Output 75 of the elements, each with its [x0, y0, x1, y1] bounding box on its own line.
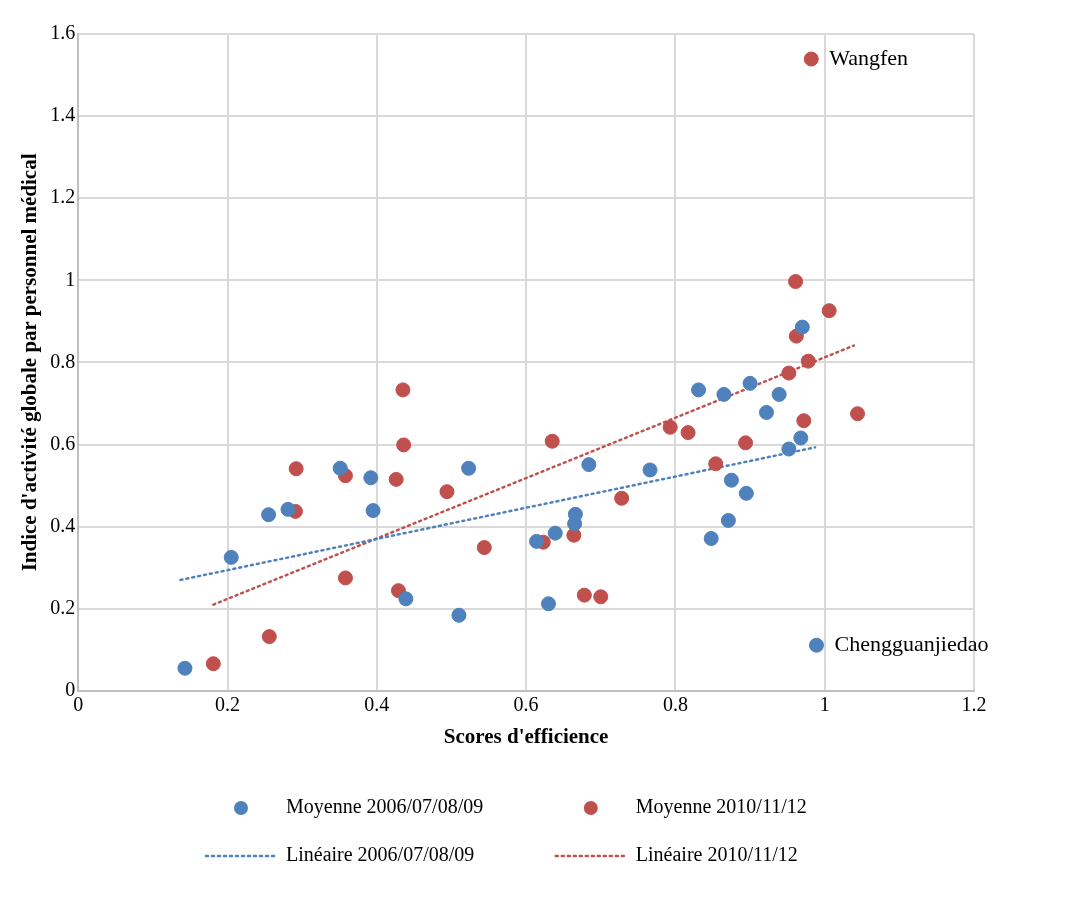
point — [691, 382, 707, 398]
point — [800, 353, 816, 369]
legend-label: Moyenne 2010/11/12 — [635, 795, 807, 819]
x-tick-label: 1.2 — [961, 693, 987, 716]
y-tick-label: 0.6 — [50, 431, 76, 454]
point — [614, 490, 630, 506]
point — [720, 512, 736, 528]
point — [541, 596, 556, 612]
point — [205, 656, 221, 672]
point — [396, 437, 412, 453]
x-tick-label: 1 — [819, 693, 830, 716]
point — [738, 485, 754, 501]
x-tick-label: 0.8 — [662, 693, 688, 716]
point — [716, 386, 732, 402]
point — [337, 570, 353, 586]
y-tick-label: 1.2 — [50, 185, 76, 208]
point — [781, 365, 797, 381]
point — [332, 460, 348, 476]
point — [788, 274, 804, 290]
point — [808, 637, 824, 653]
point — [796, 413, 812, 429]
point — [365, 503, 381, 519]
point — [388, 471, 404, 487]
point — [363, 470, 379, 486]
y-tick-label: 0.2 — [50, 595, 76, 618]
point — [642, 462, 658, 478]
point — [461, 460, 477, 476]
point — [567, 516, 583, 532]
point — [850, 406, 866, 422]
point — [398, 591, 414, 607]
point — [723, 472, 739, 488]
point — [439, 484, 455, 500]
y-tick-label: 1.6 — [50, 21, 76, 44]
point — [476, 540, 492, 556]
point — [529, 533, 545, 549]
point — [261, 507, 277, 523]
point — [793, 430, 809, 446]
point — [288, 461, 304, 477]
point — [547, 525, 563, 541]
point — [758, 404, 774, 420]
point — [771, 386, 787, 402]
point — [223, 549, 239, 565]
x-tick-label: 0.4 — [364, 693, 390, 716]
point — [451, 607, 467, 623]
point — [742, 375, 758, 391]
legend-label: Linéaire 2010/11/12 — [635, 843, 798, 866]
point — [703, 531, 719, 547]
point — [261, 629, 277, 645]
x-axis-title: Scores d'efficience — [443, 723, 609, 748]
point — [781, 441, 797, 457]
point — [738, 435, 754, 451]
point — [581, 457, 597, 473]
point — [544, 433, 560, 449]
point — [593, 589, 609, 605]
annotation: Wangfen — [829, 44, 909, 70]
point — [177, 660, 193, 676]
x-tick-label: 0.2 — [215, 693, 240, 716]
x-tick-label: 0.6 — [513, 693, 539, 716]
point — [803, 51, 819, 67]
y-tick-label: 1 — [65, 267, 76, 290]
y-axis-title: Indice d'activité globale par personnel médical — [17, 153, 42, 572]
point — [680, 425, 696, 441]
legend-label: Moyenne 2006/07/08/09 — [286, 795, 484, 819]
y-tick-label: 0.4 — [50, 513, 76, 536]
annotation: Chengguanjiedao — [834, 631, 989, 657]
point — [794, 319, 810, 335]
y-tick-label: 0.8 — [50, 349, 76, 372]
legend-label: Linéaire 2006/07/08/09 — [286, 843, 475, 866]
y-tick-label: 1.4 — [50, 103, 76, 126]
point — [280, 501, 296, 517]
point — [576, 587, 592, 603]
point — [662, 419, 678, 435]
point — [395, 382, 411, 398]
point — [708, 456, 724, 472]
point — [821, 303, 837, 319]
